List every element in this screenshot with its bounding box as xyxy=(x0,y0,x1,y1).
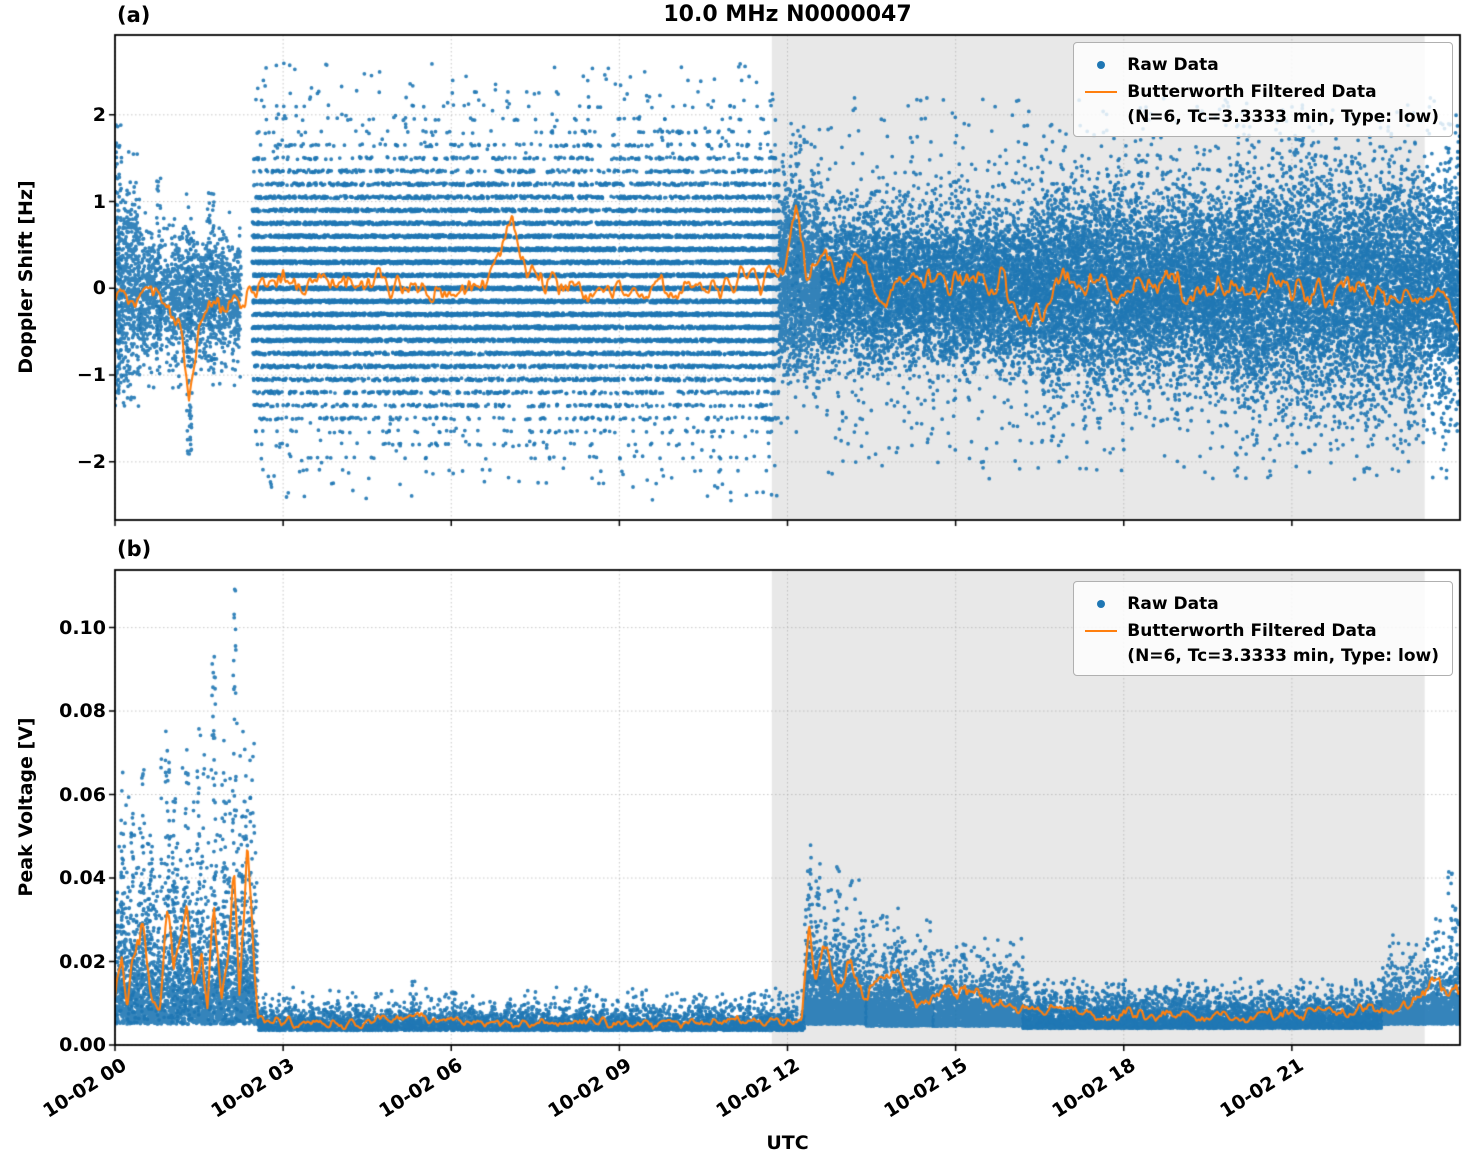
legend-filtered-params-label: (N=6, Tc=3.3333 min, Type: low) xyxy=(1127,645,1439,666)
y-tick-label: −2 xyxy=(76,450,106,473)
y-tick-label: 0.08 xyxy=(59,700,106,723)
legend-entry-raw: Raw Data xyxy=(1083,51,1439,78)
legend-entry-filtered: Butterworth Filtered Data xyxy=(1083,78,1439,105)
legend-a: Raw Data Butterworth Filtered Data (N=6,… xyxy=(1073,42,1453,137)
legend-raw-label: Raw Data xyxy=(1127,54,1219,75)
filtered-line-marker-icon xyxy=(1083,90,1119,93)
y-tick-label: 0.00 xyxy=(59,1034,106,1056)
panel-b-label: (b) xyxy=(117,537,152,561)
legend-entry-raw: Raw Data xyxy=(1083,590,1439,617)
legend-entry-filtered-params: (N=6, Tc=3.3333 min, Type: low) xyxy=(1083,105,1439,128)
raw-data-marker-icon xyxy=(1083,599,1119,608)
raw-data-marker-icon xyxy=(1083,60,1119,69)
y-tick-label: 0.04 xyxy=(59,867,106,890)
legend-b: Raw Data Butterworth Filtered Data (N=6,… xyxy=(1073,581,1453,676)
legend-filtered-label: Butterworth Filtered Data xyxy=(1127,620,1377,641)
legend-filtered-label: Butterworth Filtered Data xyxy=(1127,81,1377,102)
y-tick-label: 0 xyxy=(92,277,106,300)
y-tick-label: −1 xyxy=(76,364,106,387)
y-tick-label: 0.10 xyxy=(59,616,106,639)
panel-a-y-axis-label: Doppler Shift [Hz] xyxy=(15,180,37,374)
legend-raw-label: Raw Data xyxy=(1127,593,1219,614)
x-axis-label: UTC xyxy=(766,1132,809,1154)
legend-entry-filtered: Butterworth Filtered Data xyxy=(1083,617,1439,644)
filtered-line-marker-icon xyxy=(1083,629,1119,632)
chart-title: 10.0 MHz N0000047 xyxy=(663,2,912,27)
y-tick-label: 1 xyxy=(92,190,106,213)
panel-b-y-axis-label: Peak Voltage [V] xyxy=(15,717,37,897)
legend-filtered-params-label: (N=6, Tc=3.3333 min, Type: low) xyxy=(1127,106,1439,127)
y-tick-label: 2 xyxy=(92,103,106,126)
y-tick-label: 0.06 xyxy=(59,783,106,806)
panel-a-label: (a) xyxy=(117,3,151,27)
y-tick-label: 0.02 xyxy=(59,950,106,973)
legend-entry-filtered-params: (N=6, Tc=3.3333 min, Type: low) xyxy=(1083,644,1439,667)
